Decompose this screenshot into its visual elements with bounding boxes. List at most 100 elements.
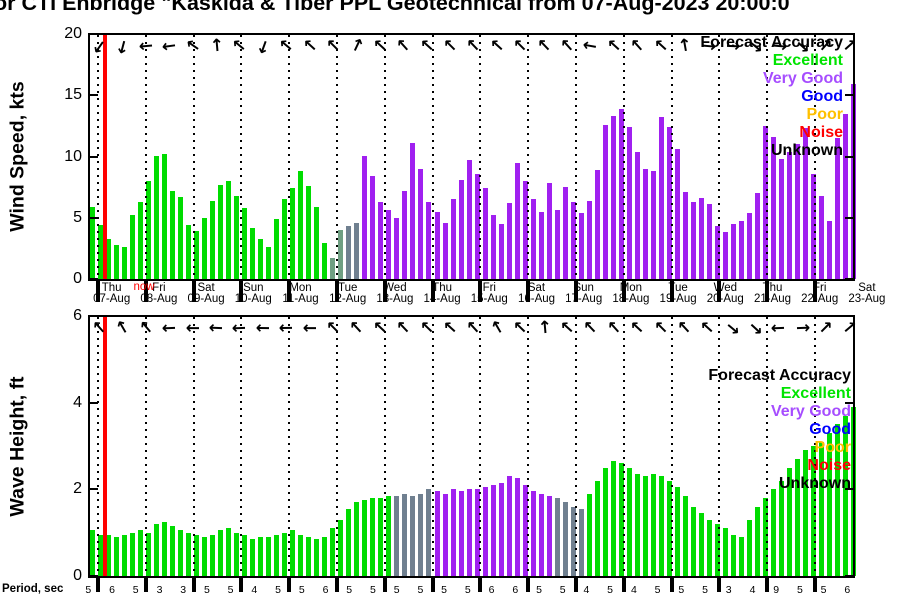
bar	[490, 215, 496, 279]
period-value: 4	[630, 584, 637, 596]
day-gridline	[288, 35, 291, 279]
bar	[282, 199, 288, 279]
period-value: 9	[773, 584, 780, 596]
day-name-label: Thu	[101, 281, 122, 294]
bar	[626, 127, 632, 279]
bar	[794, 459, 800, 576]
bar	[762, 126, 768, 279]
x-day-tick	[191, 578, 196, 592]
bar	[170, 191, 176, 279]
bar	[682, 496, 688, 576]
period-value: 4	[749, 584, 756, 596]
x-day-tick	[239, 281, 244, 302]
day-date-label: 21-Aug	[753, 293, 792, 305]
x-day-tick	[669, 281, 674, 302]
period-value: 5	[298, 584, 305, 596]
period-value: 5	[464, 584, 471, 596]
bar	[442, 494, 448, 576]
x-day-tick	[430, 281, 435, 302]
bar	[154, 156, 160, 279]
bar	[98, 225, 103, 279]
bar	[819, 196, 824, 279]
day-gridline	[527, 317, 530, 576]
x-day-tick	[287, 578, 292, 592]
bar	[722, 528, 728, 576]
legend-item-noise: Noise	[799, 124, 843, 141]
bar	[434, 491, 440, 576]
period-value: 4	[251, 584, 258, 596]
x-day-tick	[96, 281, 100, 302]
y-tick-mark	[845, 401, 853, 404]
day-name-label: Sat	[527, 281, 546, 294]
y-axis-label-wind: Wind Speed, kts	[6, 81, 29, 232]
y-tick-mark	[845, 94, 853, 97]
bar	[666, 127, 672, 279]
bar	[314, 207, 320, 279]
period-value: 5	[536, 584, 542, 596]
bar	[394, 496, 400, 576]
direction-arrow: ↑	[791, 320, 813, 336]
y-tick-mark	[845, 278, 853, 280]
bar	[778, 481, 784, 576]
x-day-tick	[526, 578, 531, 592]
bar	[322, 537, 328, 576]
bar	[626, 468, 632, 576]
bar	[482, 188, 488, 279]
day-gridline	[192, 317, 195, 576]
bar	[354, 502, 360, 576]
bar	[450, 489, 456, 576]
bar	[202, 537, 208, 576]
direction-arrow: ↑	[580, 37, 603, 55]
bar	[426, 489, 432, 576]
bar	[690, 507, 696, 576]
legend-item-poor: Poor	[806, 106, 843, 123]
bar	[466, 160, 472, 279]
day-gridline	[431, 35, 434, 279]
direction-arrow: ↑	[253, 320, 274, 336]
period-value: 5	[654, 584, 661, 596]
bar	[522, 485, 528, 576]
period-value: 6	[844, 584, 851, 596]
legend-title: Forecast Accuracy	[700, 34, 843, 51]
bar	[618, 463, 624, 576]
bar	[674, 487, 680, 576]
bar	[122, 535, 127, 576]
bar	[514, 163, 520, 279]
bar	[250, 228, 256, 279]
bar	[498, 483, 504, 576]
day-gridline	[383, 35, 386, 279]
direction-arrow: ↑	[676, 34, 694, 58]
bar	[634, 474, 640, 576]
bar	[282, 533, 288, 576]
bar	[298, 171, 304, 279]
bar	[770, 137, 776, 279]
period-value: 5	[417, 584, 424, 596]
bar	[226, 181, 232, 279]
day-name-label: Thu	[432, 281, 452, 294]
bar	[794, 144, 800, 279]
direction-arrow: ↑	[206, 320, 228, 336]
y-tick-label: 20	[64, 25, 82, 42]
day-date-label: 23-Aug	[848, 293, 886, 305]
plot-frame-wave	[88, 315, 855, 578]
bar	[802, 450, 808, 576]
day-name-label: Tue	[337, 281, 358, 294]
bar	[242, 535, 248, 576]
period-value: 5	[393, 584, 400, 596]
y-tick-label: 10	[64, 147, 82, 165]
bar	[762, 498, 768, 576]
day-gridline	[766, 35, 769, 279]
day-gridline	[622, 317, 625, 576]
period-value: 5	[203, 584, 210, 596]
bar	[746, 520, 752, 576]
day-gridline	[479, 317, 482, 576]
x-day-tick	[574, 281, 578, 302]
y-tick-label: 2	[73, 480, 82, 498]
x-day-tick	[430, 578, 435, 592]
day-gridline	[431, 317, 434, 576]
day-gridline	[718, 317, 721, 576]
bar	[130, 215, 136, 279]
x-day-tick	[813, 578, 817, 592]
day-date-label: 20-Aug	[706, 293, 744, 305]
plot-frame-wind	[88, 33, 855, 281]
